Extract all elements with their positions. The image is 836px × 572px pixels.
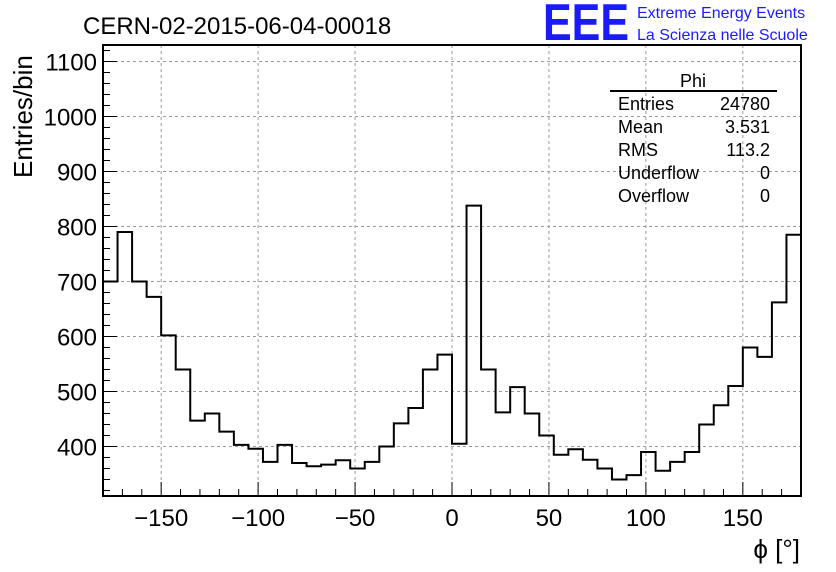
logo-line-1: Extreme Energy Events xyxy=(637,5,805,22)
x-tick-label: −150 xyxy=(134,505,188,532)
y-axis-title: Entries/bin xyxy=(8,55,38,178)
y-tick-label: 1100 xyxy=(45,50,97,77)
stats-value: 3.531 xyxy=(725,117,770,137)
stats-label: Entries xyxy=(618,94,674,114)
eee-logo: EEE xyxy=(543,0,629,52)
histogram-line xyxy=(103,204,802,481)
stats-value: 0 xyxy=(760,186,770,206)
stats-label: Mean xyxy=(618,117,663,137)
stats-value: 0 xyxy=(760,163,770,183)
y-tick-label: 500 xyxy=(57,380,97,407)
x-tick-labels: −150 −100 −50 0 50 100 150 xyxy=(134,505,763,532)
y-tick-label: 1000 xyxy=(44,105,97,132)
stats-title: Phi xyxy=(680,71,706,91)
logo-line-2: La Scienza nelle Scuole xyxy=(637,27,808,44)
axis-ticks xyxy=(102,50,802,496)
y-tick-label: 800 xyxy=(57,215,97,242)
stats-label: Underflow xyxy=(618,163,700,183)
x-tick-label: −50 xyxy=(335,505,376,532)
x-tick-label: 100 xyxy=(626,505,666,532)
stats-value: 24780 xyxy=(720,94,770,114)
y-tick-label: 400 xyxy=(57,435,97,462)
y-tick-label: 900 xyxy=(57,160,97,187)
stats-label: RMS xyxy=(618,140,658,160)
x-axis-title: ϕ [°] xyxy=(753,534,800,564)
stats-value: 113.2 xyxy=(726,140,770,160)
x-tick-label: 50 xyxy=(536,505,563,532)
chart-title: CERN-02-2015-06-04-00018 xyxy=(83,13,391,40)
y-tick-label: 600 xyxy=(57,325,97,352)
x-tick-label: 150 xyxy=(723,505,763,532)
y-tick-labels: 400 500 600 700 800 900 1000 1100 xyxy=(44,50,97,462)
stats-box: Phi Entries 24780 Mean 3.531 RMS 113.2 Underfl… xyxy=(610,71,777,206)
y-tick-label: 700 xyxy=(57,270,97,297)
x-tick-label: 0 xyxy=(445,505,458,532)
stats-label: Overflow xyxy=(618,186,690,206)
x-tick-label: −100 xyxy=(231,505,285,532)
